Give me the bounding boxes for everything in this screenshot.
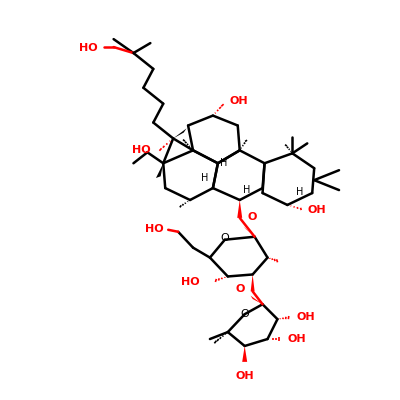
Polygon shape bbox=[242, 346, 247, 362]
Text: HO: HO bbox=[79, 43, 98, 53]
Text: H: H bbox=[243, 185, 250, 195]
Text: OH: OH bbox=[307, 205, 326, 215]
Text: H: H bbox=[220, 158, 227, 168]
Text: HO: HO bbox=[132, 145, 150, 155]
Text: OH: OH bbox=[235, 371, 254, 381]
Polygon shape bbox=[251, 274, 255, 291]
Text: H: H bbox=[201, 173, 209, 183]
Text: O: O bbox=[235, 284, 245, 294]
Text: O: O bbox=[248, 212, 257, 222]
Polygon shape bbox=[243, 226, 255, 237]
Polygon shape bbox=[250, 296, 262, 304]
Text: O: O bbox=[220, 233, 229, 243]
Text: OH: OH bbox=[230, 96, 248, 106]
Text: H: H bbox=[296, 187, 303, 197]
Text: O: O bbox=[240, 309, 249, 319]
Text: OH: OH bbox=[296, 312, 315, 322]
Text: HO: HO bbox=[181, 278, 200, 288]
Polygon shape bbox=[173, 128, 186, 138]
Text: HO: HO bbox=[145, 224, 163, 234]
Polygon shape bbox=[156, 163, 163, 178]
Polygon shape bbox=[237, 200, 242, 218]
Text: OH: OH bbox=[287, 334, 306, 344]
